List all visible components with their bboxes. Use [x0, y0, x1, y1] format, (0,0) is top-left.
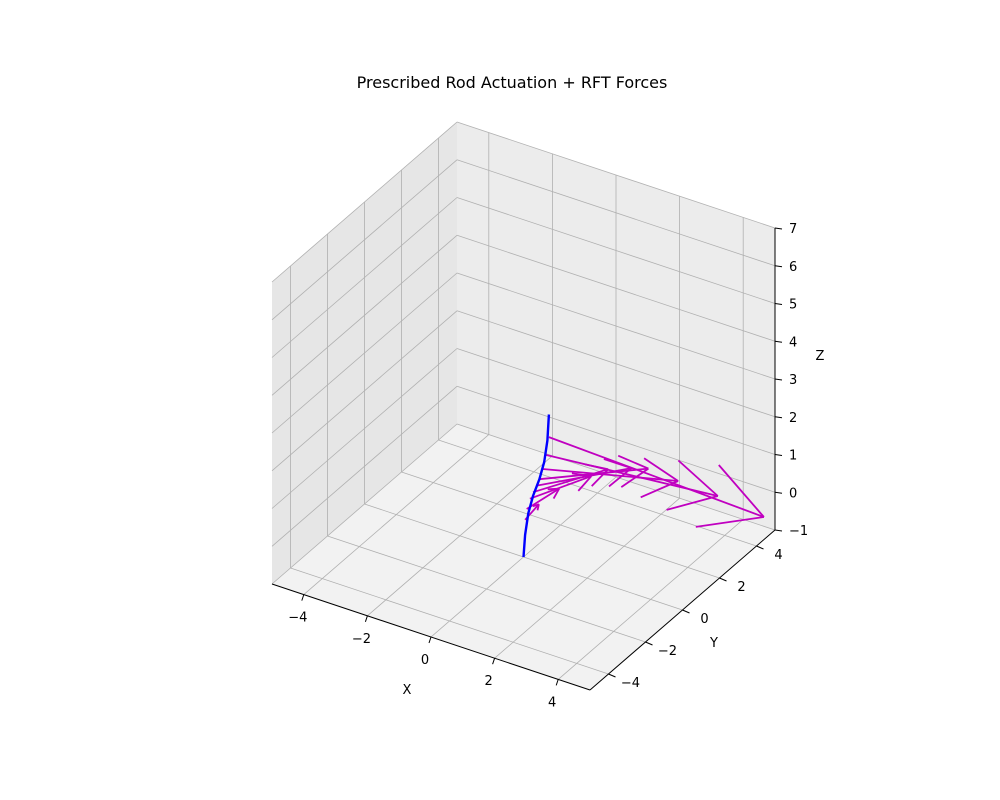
grid-line-z — [456, 159, 776, 267]
y-tick-label: 4 — [774, 548, 782, 563]
grid-line-z — [271, 385, 458, 547]
z-tick-label: 3 — [789, 373, 797, 388]
z-tick-label: 2 — [789, 411, 797, 426]
grid-line-z — [456, 272, 776, 380]
grid-lines — [271, 121, 776, 680]
z-tick-mark — [774, 303, 783, 305]
z-tick-mark — [774, 416, 783, 419]
x-tick-mark — [364, 615, 368, 622]
grid-line-z — [271, 310, 458, 472]
force-arrow-head — [536, 503, 540, 511]
grid-line-y — [327, 535, 646, 643]
y-tick-label: −2 — [658, 644, 677, 659]
x-tick-mark — [555, 679, 559, 686]
x-tick-label: −2 — [352, 632, 371, 647]
z-tick-mark — [774, 491, 783, 494]
x-tick-label: −4 — [288, 611, 307, 626]
z-tick-mark — [774, 454, 783, 456]
force-arrow-head — [666, 495, 719, 511]
grid-line-z — [456, 234, 776, 342]
grid-line-y — [438, 439, 757, 547]
y-tick-mark — [682, 609, 690, 614]
force-arrow-head — [577, 475, 592, 492]
y-tick-label: −4 — [621, 676, 640, 691]
z-tick-label: 4 — [789, 335, 797, 350]
force-arrow-head — [617, 454, 649, 470]
grid-line-z — [456, 348, 776, 455]
y-tick-mark — [645, 641, 653, 646]
grid-line-z — [271, 159, 458, 321]
grid-line-z — [271, 234, 458, 396]
y-axis-label: Y — [709, 636, 718, 651]
grid-line-z — [271, 121, 458, 283]
z-tick-label: 5 — [789, 298, 797, 313]
force-arrow-head — [677, 459, 719, 497]
z-tick-mark — [774, 227, 783, 230]
z-tick-mark — [774, 265, 783, 268]
y-tick-mark — [608, 673, 616, 678]
force-arrow-shaft — [548, 436, 765, 518]
force-arrow-head — [552, 488, 560, 500]
force-arrow-head — [643, 457, 679, 482]
z-tick-label: −1 — [789, 524, 808, 539]
tick-labels: −4 −2 0 2 4 −4 −2 0 2 4 −1 0 1 2 3 4 5 6 7 — [288, 222, 808, 710]
z-tick-label: 6 — [789, 260, 797, 275]
grid-line-z — [271, 423, 458, 585]
x-tick-label: 4 — [548, 695, 556, 710]
y-tick-mark — [756, 545, 764, 550]
force-arrow-head — [718, 464, 765, 518]
rod-line — [522, 414, 551, 558]
x-tick-mark — [301, 594, 305, 601]
force-arrow-shaft — [529, 475, 592, 500]
z-tick-label: 1 — [789, 449, 797, 464]
grid-line-z — [456, 423, 776, 531]
z-axis-label: Z — [816, 349, 825, 364]
plot-data — [522, 414, 765, 558]
z-tick-mark — [774, 529, 783, 532]
grid-line-z — [271, 348, 458, 509]
grid-line-z — [456, 310, 776, 418]
x-tick-mark — [492, 658, 496, 665]
x-axis-label: X — [403, 683, 412, 698]
x-tick-label: 2 — [484, 674, 492, 689]
y-tick-label: 2 — [737, 580, 745, 595]
grid-line-z — [271, 197, 458, 358]
x-tick-label: 0 — [421, 653, 429, 668]
z-tick-label: 0 — [789, 486, 797, 501]
y-tick-mark — [719, 577, 727, 582]
grid-line-z — [456, 121, 776, 229]
y-tick-label: 0 — [700, 612, 708, 627]
x-tick-mark — [428, 636, 432, 644]
grid-line-z — [271, 272, 458, 434]
z-tick-mark — [774, 378, 783, 381]
force-arrow-shaft — [526, 487, 560, 510]
force-arrow-head — [695, 516, 765, 528]
chart-title: Prescribed Rod Actuation + RFT Forces — [357, 73, 668, 92]
grid-line-z — [456, 197, 776, 304]
z-tick-mark — [774, 340, 783, 343]
z-tick-label: 7 — [789, 222, 797, 237]
grid-line-y — [290, 567, 609, 675]
grid-line-z — [456, 385, 776, 493]
force-arrow-shaft — [542, 468, 679, 482]
grid-line-y — [401, 471, 720, 579]
